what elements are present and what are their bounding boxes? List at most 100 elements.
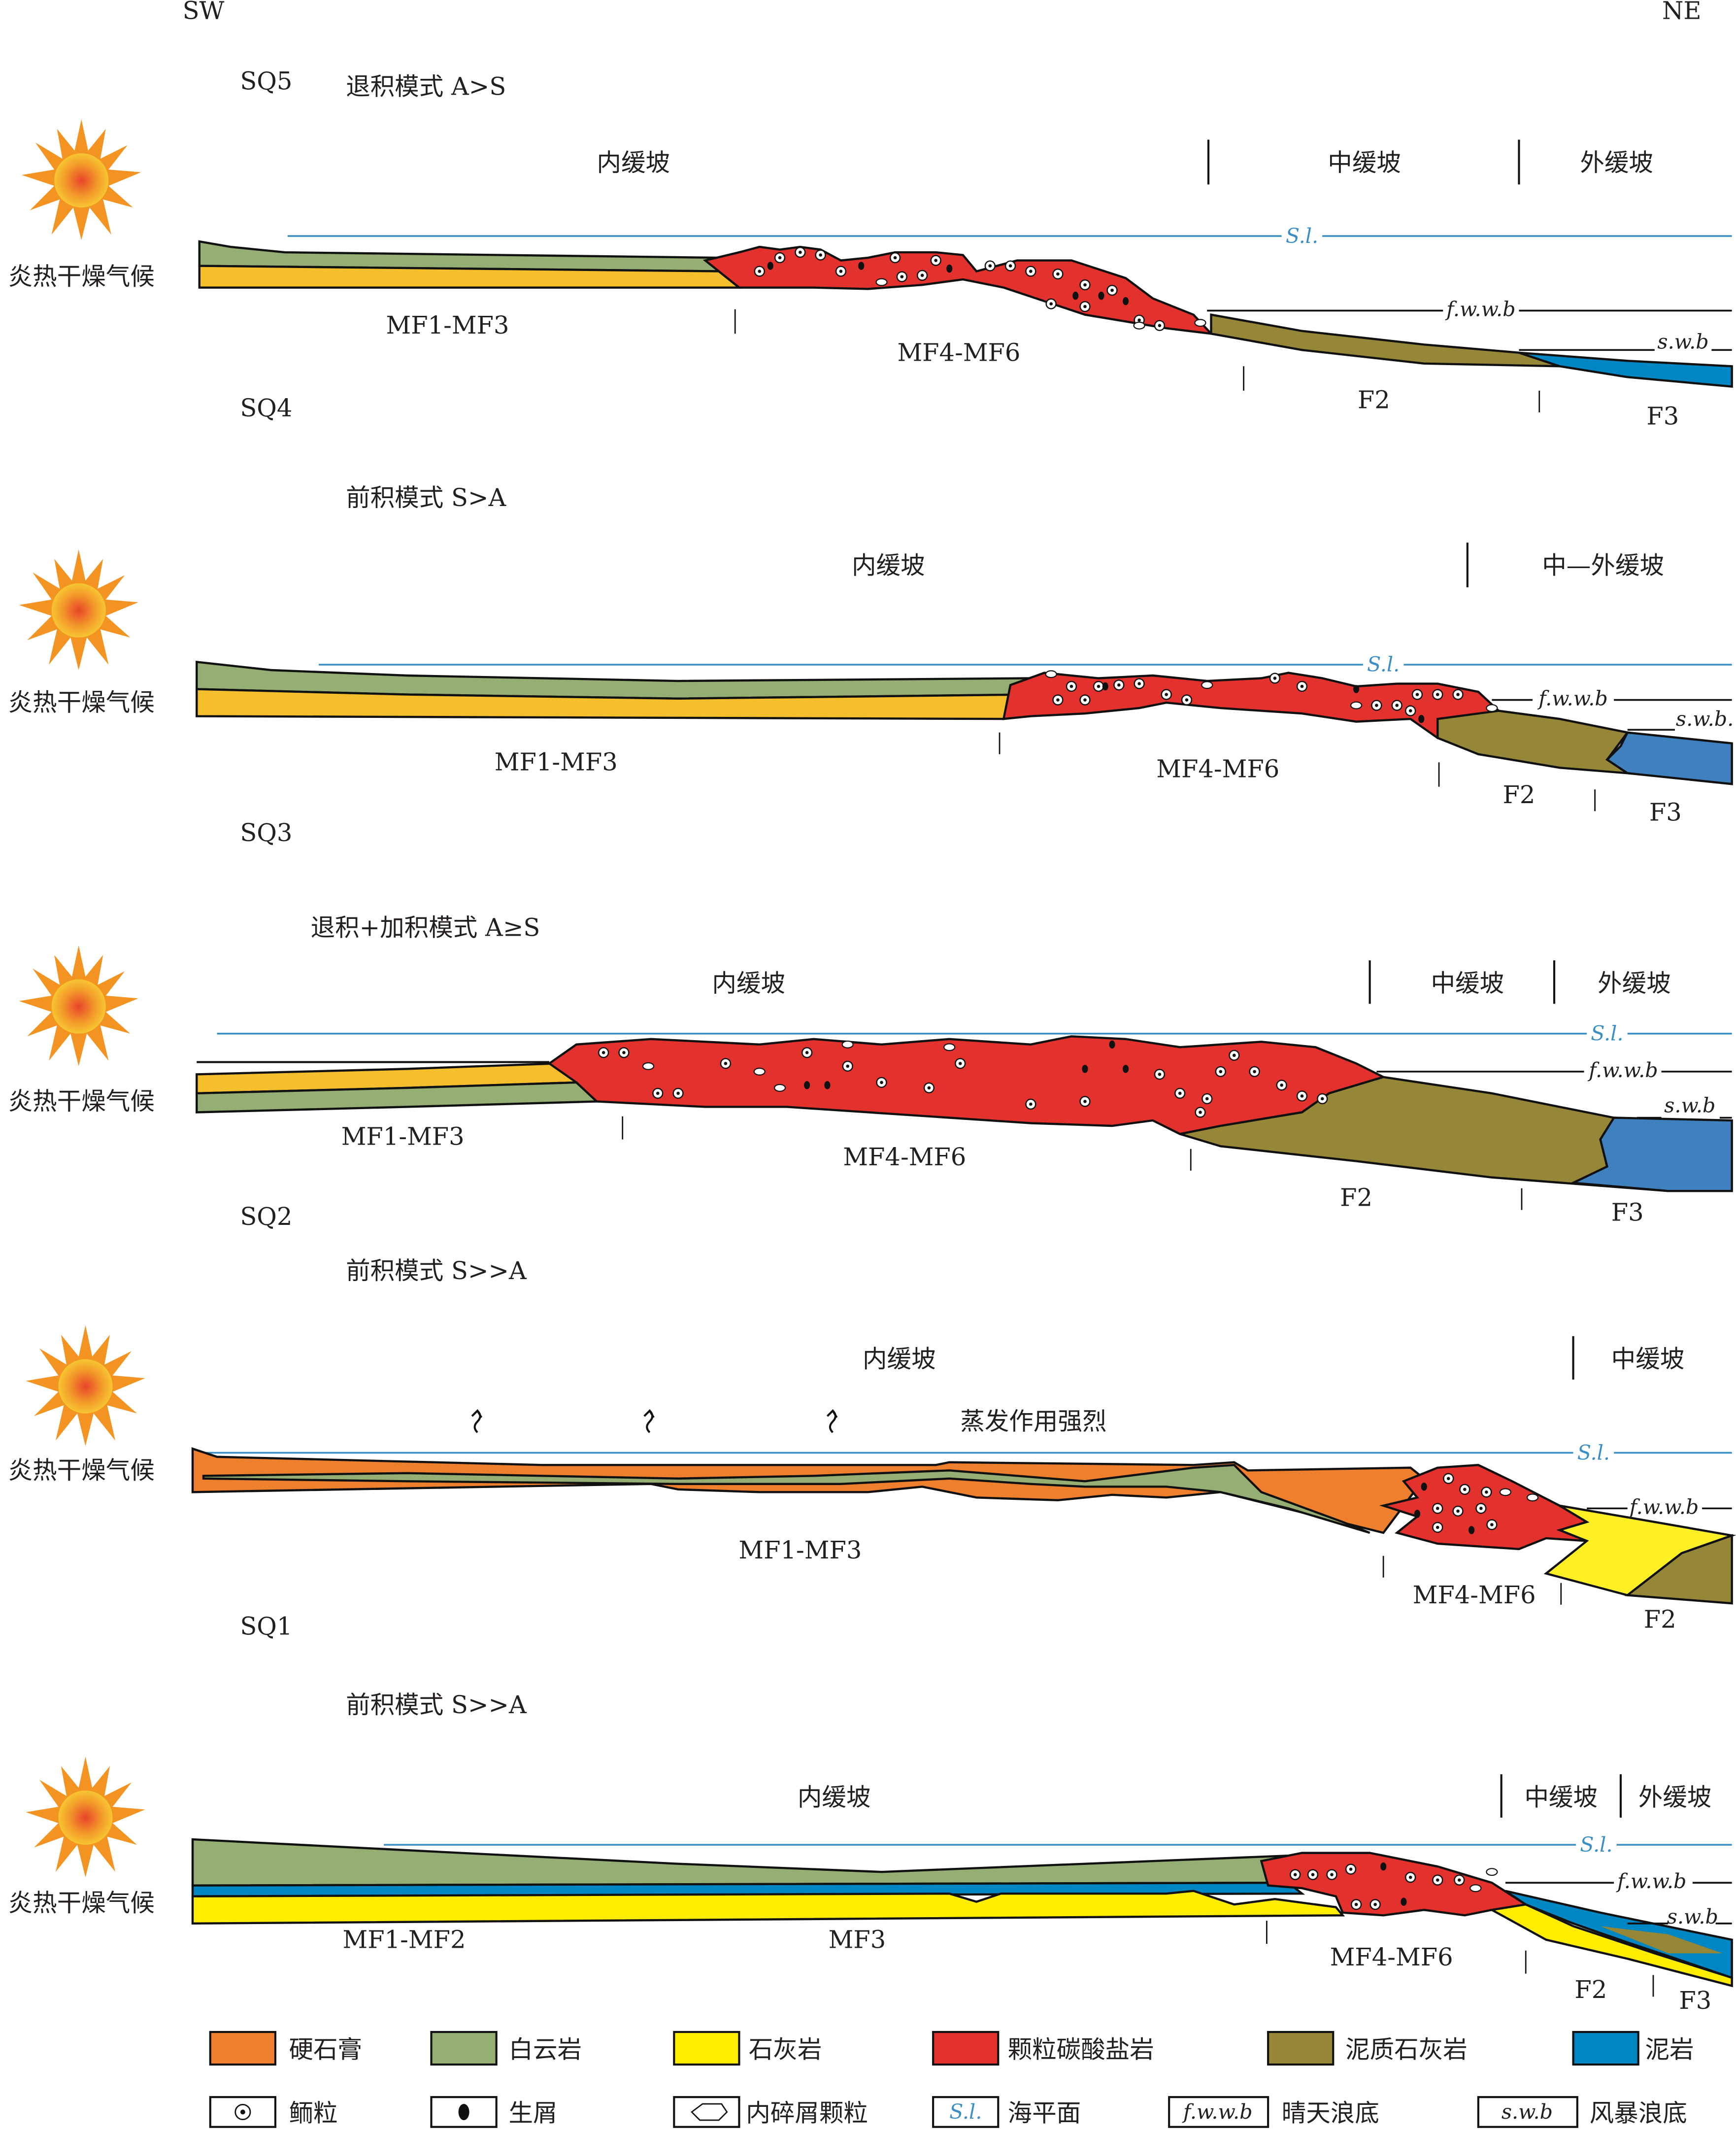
- ooid-core: [880, 1081, 883, 1084]
- bioclast-icon: [1072, 291, 1079, 300]
- bioclast-icon: [767, 262, 773, 270]
- legend-bioclast: 生屑: [430, 2096, 558, 2128]
- bioclast-icon: [1123, 297, 1129, 305]
- legend-label: 石灰岩: [749, 2035, 822, 2063]
- ooid-core: [622, 1051, 626, 1054]
- ooid-core: [1330, 1873, 1334, 1876]
- fwwb-label: f.w.w.b: [1628, 1495, 1699, 1519]
- ooid-core: [1029, 1102, 1033, 1106]
- intraclast-icon: [875, 278, 888, 286]
- legend-label: 晴天浪底: [1282, 2099, 1379, 2128]
- zone-inner-ramp: 内缓坡: [597, 148, 670, 177]
- ooid-core: [1349, 1867, 1353, 1871]
- zone-mid-ramp: 中缓坡: [1611, 1345, 1685, 1373]
- bioclast-icon: [1401, 1897, 1407, 1906]
- ooid-core: [656, 1091, 660, 1095]
- ooid-core: [1463, 1488, 1467, 1491]
- mudstone-layer: [1569, 1116, 1733, 1192]
- marly-limestone-layer: [1436, 710, 1632, 775]
- facies-label: F3: [1646, 402, 1679, 431]
- sequence-label: SQ1: [240, 1612, 292, 1640]
- intraclast-icon: [1194, 319, 1206, 327]
- mode-label: 前积模式 S>>A: [346, 1691, 527, 1719]
- facies-label: MF4-MF6: [1156, 754, 1279, 783]
- legend-fwwb: f.w.w.b 晴天浪底: [1168, 2096, 1379, 2128]
- bioclast-icon: [1082, 1065, 1088, 1073]
- bioclast-icon: [1380, 1862, 1387, 1871]
- sea-level-label: S.l.: [1580, 1833, 1612, 1857]
- ooid-core: [1008, 264, 1012, 268]
- sea-level-label: S.l.: [1577, 1441, 1610, 1464]
- fwwb-label: f.w.w.b: [1445, 297, 1515, 321]
- ooid-core: [1408, 1875, 1412, 1879]
- legend-label: 白云岩: [508, 2035, 582, 2063]
- ooid-core: [778, 256, 782, 260]
- fwwb-label: f.w.w.b: [1616, 1869, 1686, 1893]
- ooid-core: [1083, 1100, 1087, 1103]
- ooid-core: [1395, 704, 1399, 707]
- mode-label: 退积+加积模式 A≥S: [311, 913, 540, 942]
- climate-label: 炎热干燥气候: [8, 1456, 155, 1485]
- bioclast-icon: [1418, 714, 1425, 723]
- sun-icon: [22, 119, 141, 240]
- ooid-core: [1178, 1091, 1182, 1095]
- facies-label: MF1-MF3: [386, 311, 509, 339]
- swb-label: s.w.b: [1667, 1905, 1718, 1928]
- ooid-core: [1158, 324, 1162, 328]
- ooid-core: [1219, 1070, 1223, 1074]
- evaporation-note: 蒸发作用强烈: [960, 1407, 1106, 1436]
- zone-mid-ramp: 中缓坡: [1328, 148, 1401, 177]
- legend-dolomite: 白云岩: [430, 2030, 582, 2066]
- ooid-core: [819, 253, 822, 257]
- legend-label: 泥岩: [1645, 2035, 1694, 2063]
- intraclast-icon: [1350, 701, 1363, 710]
- intraclast-icon: [1201, 681, 1213, 689]
- facies-label: MF4-MF6: [897, 338, 1020, 367]
- bioclast-icon: [946, 264, 953, 273]
- panel-sq2: SQ2 前积模式 S>>A 炎热干燥气候 内缓坡 中缓坡 蒸发作用强烈 S.l.…: [8, 1202, 1736, 1634]
- grain-carbonate-body: [1002, 672, 1501, 740]
- bioclast-icon: [1469, 1526, 1475, 1534]
- legend-key: s.w.b: [1502, 2100, 1553, 2124]
- sequence-label: SQ4: [240, 394, 292, 422]
- facies-label: F3: [1611, 1198, 1644, 1227]
- ne-label: NE: [1662, 0, 1702, 25]
- ooid-core: [1137, 682, 1141, 685]
- mode-label: 前积模式 S>A: [346, 483, 506, 512]
- zone-outer-ramp: 外缓坡: [1638, 1783, 1712, 1811]
- marly-limestone-layer: [1210, 313, 1560, 368]
- sea-level-label: S.l.: [1367, 653, 1400, 677]
- ooid-core: [1436, 1878, 1439, 1882]
- zone-inner-ramp: 内缓坡: [863, 1345, 936, 1373]
- intraclast-icon: [773, 1083, 786, 1092]
- panel-sq5: SQ5 退积模式 A>S 炎热干燥气候 内缓坡 中缓坡 外缓坡 S.l. f.w…: [8, 67, 1733, 431]
- climate-label: 炎热干燥气候: [8, 262, 155, 291]
- ooid-core: [1083, 283, 1087, 287]
- ooid-core: [1446, 1477, 1450, 1481]
- legend-label: 鲕粒: [289, 2099, 337, 2128]
- intraclast-icon: [841, 1040, 854, 1049]
- sw-label: SW: [183, 0, 225, 25]
- ooid-core: [1117, 683, 1121, 687]
- legend-sea-level: S.l. 海平面: [932, 2096, 1081, 2128]
- facies-label: F2: [1358, 386, 1390, 414]
- ooid-core: [1415, 693, 1419, 696]
- ooid-core: [1233, 1053, 1236, 1057]
- ooid-core: [846, 1064, 850, 1068]
- bioclast-icon: [1109, 1040, 1115, 1049]
- sequence-label: SQ2: [240, 1202, 292, 1231]
- ooid-core: [1354, 1902, 1358, 1906]
- intraclast-icon: [1133, 321, 1145, 330]
- intraclast-icon: [1526, 1493, 1539, 1502]
- ooid-core: [1083, 698, 1087, 702]
- ooid-core: [1083, 304, 1087, 308]
- sun-icon: [26, 1757, 145, 1878]
- legend-label: 生屑: [508, 2099, 557, 2128]
- ooid-core: [1165, 693, 1168, 696]
- legend-grain-carbonate: 颗粒碳酸盐岩: [932, 2030, 1154, 2066]
- ooid-core: [758, 270, 762, 273]
- ooid-core: [1479, 1507, 1483, 1510]
- sea-level-label: S.l.: [1591, 1022, 1623, 1046]
- sun-icon: [19, 549, 138, 670]
